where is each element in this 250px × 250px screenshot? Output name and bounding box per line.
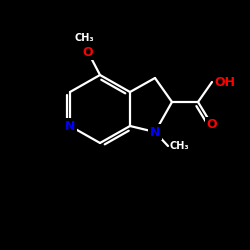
Text: O: O bbox=[83, 46, 93, 59]
Text: N: N bbox=[65, 120, 75, 132]
Text: O: O bbox=[207, 118, 217, 132]
Text: N: N bbox=[150, 126, 160, 138]
Text: OH: OH bbox=[214, 76, 235, 88]
Text: CH₃: CH₃ bbox=[74, 33, 94, 43]
Text: CH₃: CH₃ bbox=[170, 141, 190, 151]
